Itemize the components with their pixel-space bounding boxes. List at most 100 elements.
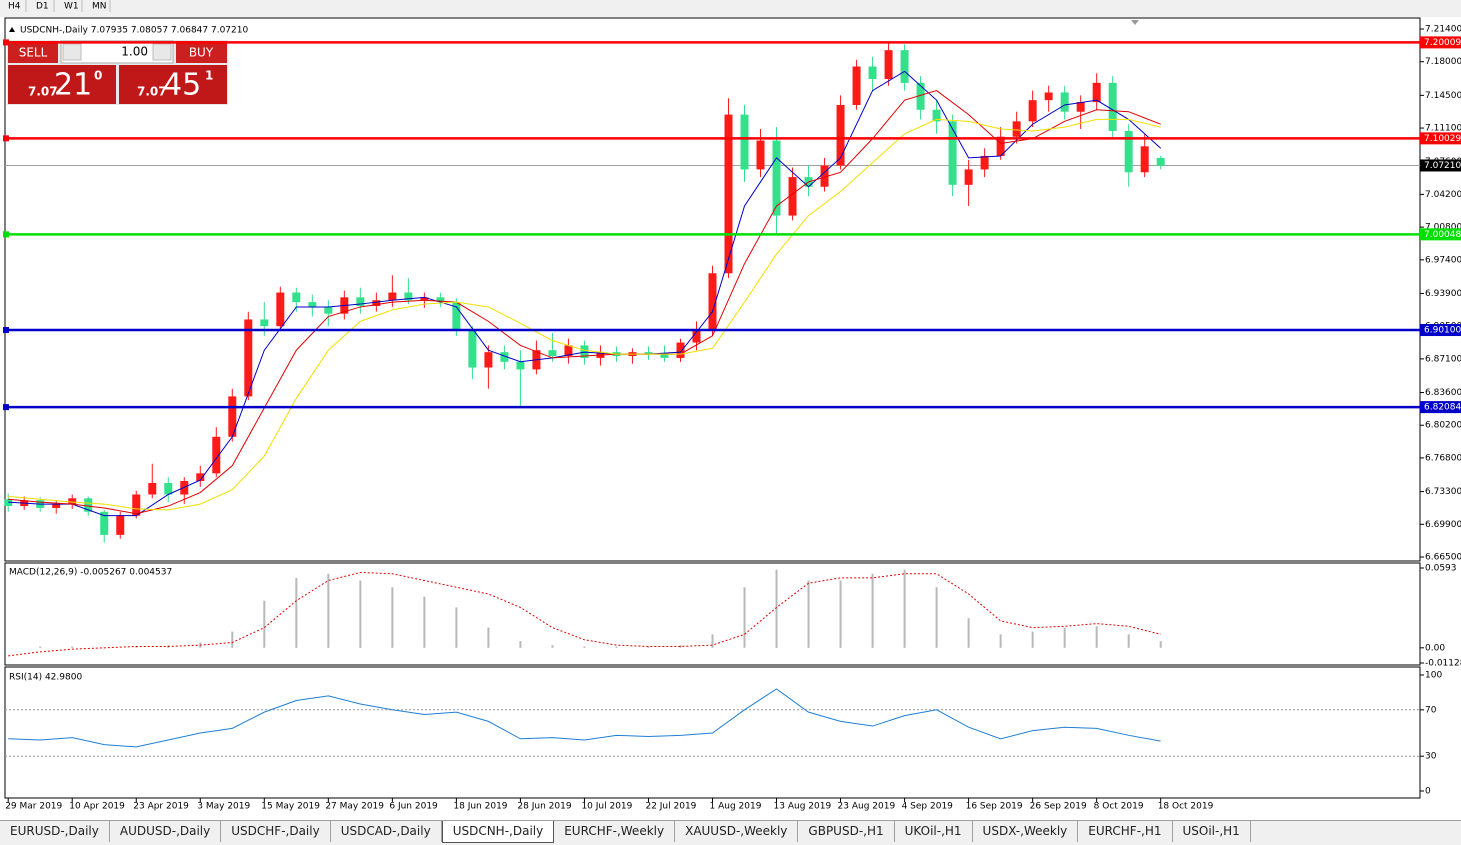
candle-body [692,330,701,343]
candle-body [164,482,173,495]
y-tick-label: -0.01128 [1425,659,1461,669]
level-box [1420,401,1461,414]
candle-body [324,306,333,314]
candle-body [196,473,205,482]
candle-body [116,515,125,535]
chart-tab[interactable]: USDCAD-,Daily [331,821,442,842]
candle-body [148,482,157,495]
y-tick-label: 30 [1425,752,1437,762]
candle-body [676,342,685,358]
collapse-icon[interactable] [9,27,15,32]
bid-big: 7.07 [28,85,58,99]
level-handle [3,135,9,142]
ask-pips: 45 [163,68,201,103]
y-tick-label: 7.21400 [1425,25,1461,35]
candle-body [404,292,413,301]
chart-tab[interactable]: EURCHF-,Weekly [554,821,676,842]
terminal: USDCNH-,Daily 7.07935 7.08057 7.06847 7.… [0,0,1461,812]
lots-up[interactable] [152,43,172,61]
level-handle [3,39,9,46]
chart-tab[interactable]: USDCHF-,Daily [221,821,331,842]
y-tick-label: 6.83600 [1425,388,1461,398]
chart-tab[interactable]: USOil-,H1 [1173,821,1251,842]
candle-body [484,352,493,368]
level-label: 7.10029 [1424,134,1461,144]
period-button[interactable]: W1 [64,2,79,12]
candle-body [756,140,765,170]
x-tick-label: 8 Oct 2019 [1094,802,1144,812]
trade-panel: SELL 1.00 BUY 7.07 21 0 7.07 45 1 [7,40,228,105]
moving-average [8,90,1161,515]
candle-body [1060,92,1069,112]
lots-input[interactable] [60,40,174,64]
y-tick-label: 100 [1425,671,1442,681]
candle-body [1044,92,1053,101]
y-tick-label: 7.18000 [1425,57,1461,67]
candle-body [900,50,909,83]
x-tick-label: 28 Jun 2019 [517,802,571,812]
candle-body [436,297,445,303]
period-button[interactable]: H4 [8,2,21,12]
chart-tab[interactable]: XAUUSD-,Weekly [675,821,799,842]
chart-tab[interactable]: EURUSD-,Daily [0,821,110,842]
x-tick-label: 26 Sep 2019 [1030,802,1087,812]
candle-body [772,140,781,216]
bid-box[interactable] [8,65,116,104]
candle-body [708,273,717,331]
candle-body [564,345,573,356]
y-tick-label: 6.76800 [1425,453,1461,463]
sell-button[interactable] [8,41,58,63]
macd-signal [8,571,1161,657]
candle-body [788,177,797,216]
buy-label: BUY [189,46,214,60]
level-label: 6.82084 [1424,403,1461,413]
x-tick-label: 15 May 2019 [261,802,320,812]
period-button[interactable]: MN [92,2,107,12]
current-price-label: 7.07210 [1424,161,1461,171]
candle-body [68,498,77,505]
y-tick-label: 6.87100 [1425,354,1461,364]
chart-tab[interactable]: USDX-,Weekly [973,821,1079,842]
candle-body [548,350,557,356]
level-box [1420,132,1461,145]
level-box [1420,324,1461,337]
candle-body [372,300,381,306]
chart-tab[interactable]: EURCHF-,H1 [1078,821,1173,842]
candle-body [292,292,301,303]
macd-panel [4,562,1421,666]
period-button[interactable]: D1 [36,2,49,12]
x-tick-label: 13 Aug 2019 [774,802,832,812]
candle-body [724,114,733,274]
candle-body [452,302,461,331]
buy-button[interactable] [176,41,227,63]
candle-body [420,297,429,301]
ask-box[interactable] [119,65,227,104]
level-handle [3,327,9,334]
candle-body [132,494,141,516]
candle-body [836,104,845,166]
chart-header: USDCNH-,Daily 7.07935 7.08057 7.06847 7.… [20,26,248,36]
candle-body [852,66,861,105]
ask-big: 7.07 [137,85,167,99]
rsi-title: RSI(14) 42.9800 [9,673,82,683]
candle-body [1140,146,1149,173]
y-tick-label: 6.66500 [1425,553,1461,563]
lots-down[interactable] [62,43,82,61]
candle-body [916,82,925,110]
chart-tab[interactable]: UKOil-,H1 [895,821,973,842]
candle-body [388,292,397,301]
chart-tab[interactable]: USDCNH-,Daily [441,821,555,843]
chart-tab[interactable]: AUDUSD-,Daily [110,821,222,842]
candle-body [308,302,317,307]
x-tick-label: 18 Jun 2019 [453,802,507,812]
candle-body [740,114,749,170]
y-tick-label: 6.80200 [1425,421,1461,431]
candle-body [260,319,269,327]
x-tick-label: 3 May 2019 [197,802,250,812]
candle-body [244,319,253,397]
chart-tab[interactable]: GBPUSD-,H1 [798,821,895,842]
candle-body [980,155,989,170]
x-tick-label: 29 Mar 2019 [5,802,62,812]
candle-body [212,436,221,474]
candle-body [84,498,93,512]
